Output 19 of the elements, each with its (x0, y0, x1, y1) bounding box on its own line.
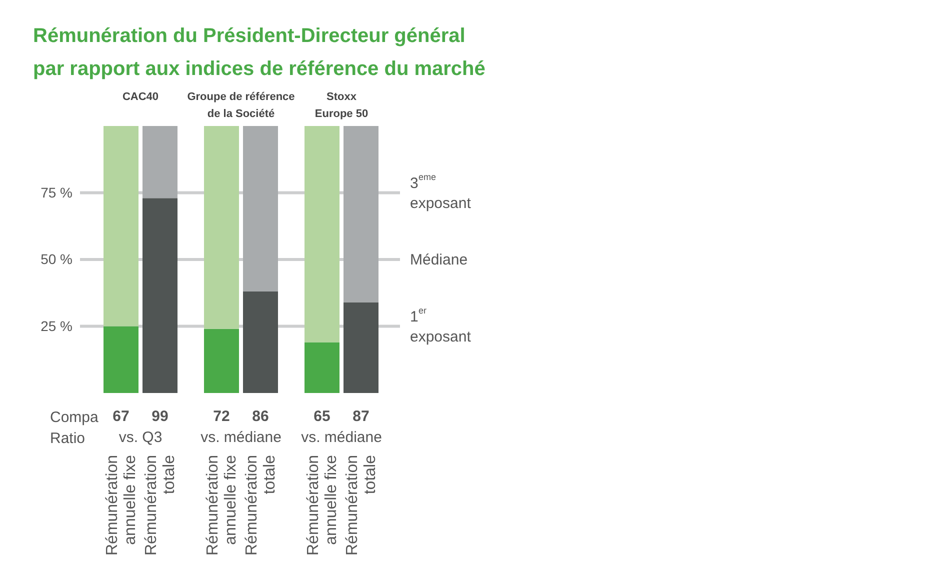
y-tick-label: 25 % (40, 318, 72, 334)
text: 99 (152, 408, 168, 425)
text: CAC40 (122, 91, 159, 103)
chart-title: Rémunération du Président-Directeur général par rapport aux indices de référence du marché (33, 25, 486, 80)
text: 87 (352, 408, 370, 425)
text: vs. médiane (301, 429, 382, 446)
x-tick-label: Rémunération annuelle fixe (104, 454, 139, 556)
text: vs. Q3 (118, 429, 162, 446)
text: vs. médiane (200, 429, 282, 446)
y-tick-label: 50 % (40, 251, 72, 267)
text: 86 (252, 408, 269, 425)
text: Stoxx Europe 50 (314, 91, 368, 120)
text: 67 (112, 408, 130, 425)
text: 65 (314, 408, 330, 425)
text: Groupe de référence de la Société (187, 91, 295, 120)
text: 72 (213, 408, 230, 425)
text: Compa Ratio (50, 409, 100, 447)
y-tick-label: 75 % (40, 184, 72, 200)
ref-line-label: Médiane (410, 252, 468, 268)
